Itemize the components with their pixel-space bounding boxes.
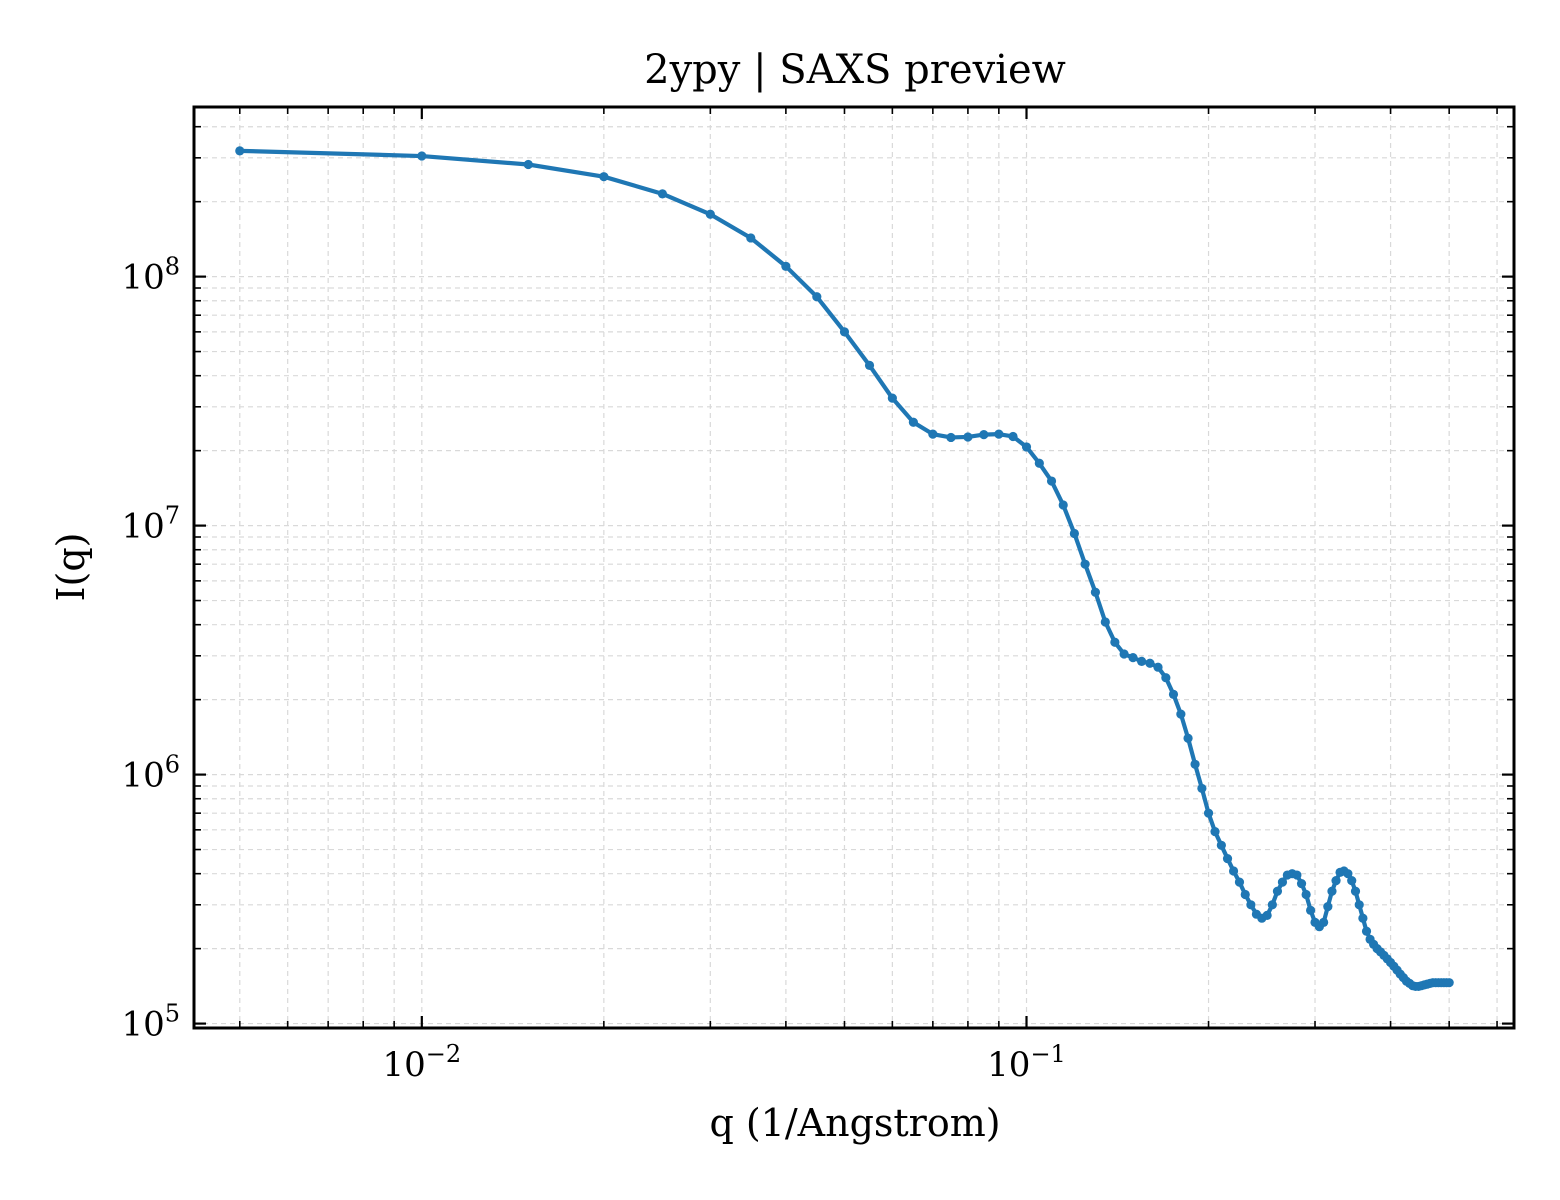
data-point bbox=[812, 292, 822, 302]
data-point bbox=[839, 327, 850, 337]
x-tick-base: 10 bbox=[382, 1045, 425, 1085]
x-tick-exponent: −2 bbox=[426, 1040, 461, 1068]
x-tick-label: 10−2 bbox=[382, 1040, 461, 1085]
data-point bbox=[417, 151, 427, 161]
data-point bbox=[1327, 886, 1337, 896]
data-point bbox=[1090, 587, 1101, 597]
data-point bbox=[1277, 877, 1288, 887]
data-point bbox=[1190, 759, 1200, 769]
data-point bbox=[1197, 783, 1207, 794]
data-point bbox=[523, 159, 533, 170]
x-tick-exponent: −1 bbox=[1030, 1040, 1065, 1068]
data-point bbox=[1234, 877, 1245, 887]
data-point bbox=[1110, 637, 1120, 647]
data-point bbox=[1296, 878, 1307, 889]
y-tick-exponent: 7 bbox=[165, 502, 180, 530]
data-point bbox=[979, 430, 989, 440]
data-point bbox=[1347, 876, 1357, 886]
data-point bbox=[1246, 900, 1256, 910]
data-point bbox=[908, 417, 918, 427]
y-axis-label: I(q) bbox=[49, 533, 93, 602]
data-point bbox=[705, 209, 715, 219]
data-point bbox=[1128, 653, 1138, 663]
data-point bbox=[1358, 913, 1368, 923]
data-point bbox=[963, 432, 973, 442]
chart-title: 2ypy | SAXS preview bbox=[644, 47, 1066, 93]
data-point bbox=[946, 432, 956, 443]
data-point bbox=[1183, 733, 1193, 743]
data-point bbox=[1228, 866, 1239, 876]
grid bbox=[194, 107, 1514, 1028]
data-point bbox=[1176, 709, 1186, 719]
data-point bbox=[1021, 442, 1032, 452]
data-point bbox=[928, 429, 938, 439]
y-tick-label: 108 bbox=[121, 253, 180, 298]
data-point bbox=[1361, 926, 1372, 936]
series-layer bbox=[235, 146, 1454, 992]
data-point bbox=[1343, 869, 1353, 879]
data-point bbox=[599, 172, 609, 182]
y-tick-exponent: 8 bbox=[165, 253, 180, 281]
data-point bbox=[1137, 656, 1147, 666]
data-point bbox=[1080, 559, 1090, 569]
y-tick-base: 10 bbox=[121, 756, 164, 796]
y-tick-base: 10 bbox=[121, 1005, 164, 1045]
data-point bbox=[1444, 978, 1454, 988]
data-point bbox=[887, 393, 897, 403]
y-tick-label: 105 bbox=[121, 1000, 180, 1045]
plot-frame bbox=[192, 105, 1516, 1030]
y-tick-exponent: 6 bbox=[165, 751, 180, 779]
data-point bbox=[1267, 900, 1277, 910]
data-point bbox=[746, 233, 756, 243]
x-axis-label: q (1/Angstrom) bbox=[709, 1101, 1000, 1145]
data-point bbox=[1210, 827, 1220, 837]
data-point bbox=[1323, 902, 1333, 912]
data-point bbox=[1216, 840, 1226, 850]
data-point bbox=[1292, 870, 1302, 880]
data-point bbox=[994, 429, 1004, 439]
data-point bbox=[1100, 617, 1110, 627]
x-tick-base: 10 bbox=[987, 1045, 1030, 1085]
data-point bbox=[1046, 476, 1057, 486]
data-point bbox=[1119, 649, 1129, 659]
data-point bbox=[1203, 808, 1214, 818]
y-tick-base: 10 bbox=[121, 507, 164, 547]
x-tick-label: 10−1 bbox=[987, 1040, 1066, 1085]
data-point bbox=[1153, 662, 1163, 672]
data-point bbox=[1301, 889, 1311, 900]
data-point bbox=[1034, 458, 1044, 468]
data-point bbox=[1222, 853, 1233, 864]
data-point bbox=[1354, 900, 1364, 910]
data-point bbox=[1069, 528, 1079, 539]
data-point bbox=[235, 146, 245, 156]
y-tick-label: 106 bbox=[121, 751, 180, 796]
data-point bbox=[1161, 673, 1171, 683]
data-point bbox=[1058, 500, 1068, 510]
data-point bbox=[1240, 889, 1250, 900]
data-point bbox=[864, 360, 875, 370]
y-tick-base: 10 bbox=[121, 258, 164, 298]
data-point bbox=[1306, 905, 1316, 915]
data-point bbox=[1168, 689, 1179, 699]
data-point bbox=[1008, 431, 1018, 442]
data-point bbox=[1350, 886, 1361, 896]
y-tick-label: 107 bbox=[121, 502, 180, 547]
data-point bbox=[1331, 876, 1341, 886]
data-point bbox=[1145, 658, 1155, 668]
y-tick-exponent: 5 bbox=[165, 1000, 180, 1028]
data-point bbox=[1319, 917, 1329, 927]
data-point bbox=[781, 261, 791, 271]
data-point bbox=[657, 189, 668, 199]
data-point bbox=[1262, 910, 1272, 920]
data-point bbox=[1272, 886, 1283, 896]
